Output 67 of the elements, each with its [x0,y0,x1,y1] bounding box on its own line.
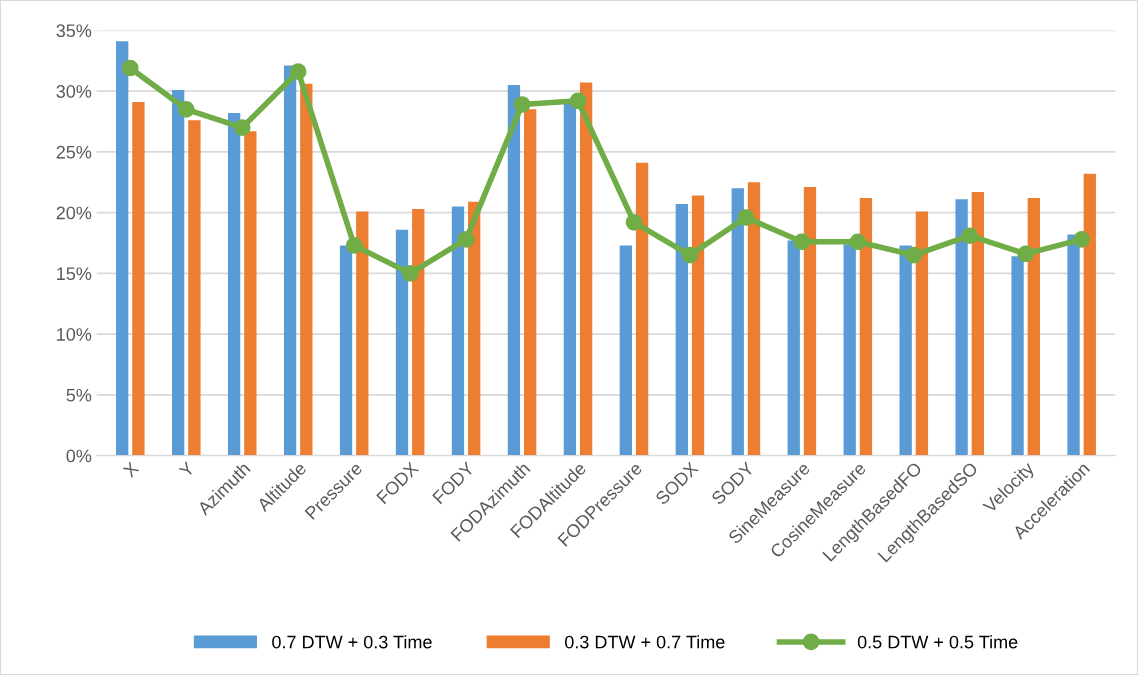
point [289,63,307,81]
bar [971,191,985,456]
bar [1011,256,1024,456]
point [961,227,979,245]
point [1073,231,1090,248]
point [569,92,587,110]
bar [1083,173,1096,456]
bar [283,65,297,456]
bar [524,109,537,456]
x-tick-label: Y [178,461,196,478]
bar [803,187,817,456]
point [905,246,923,264]
y-tick-label: 15% [57,267,92,281]
bar [691,195,705,456]
y-tick-label: 25% [56,145,92,159]
bar [619,245,633,456]
bar [300,83,313,456]
y-tick-label: 20% [56,206,92,220]
bar [132,102,145,456]
bar [244,131,257,456]
point [793,233,811,251]
bar [356,211,369,456]
bar [116,41,129,456]
point [457,231,475,248]
bar [188,120,201,456]
legend-label: 0.3 DTW + 0.7 Time [564,635,725,649]
point [849,233,867,251]
point [681,246,699,264]
bar [635,162,649,456]
bar [563,103,577,456]
bar [675,204,688,456]
legend-label: 0.5 DTW + 0.5 Time [857,635,1018,649]
bar [579,82,593,456]
bar [731,188,744,456]
point [345,237,363,254]
bar [1067,234,1080,456]
bar [843,244,856,456]
x-tick-label: X [122,461,140,478]
bar [468,201,481,456]
bar [339,245,353,456]
y-tick-label: 35% [56,24,92,38]
bar [451,206,465,456]
point [1017,245,1035,263]
bar [1027,198,1040,456]
bar [787,240,800,456]
legend-label: 0.7 DTW + 0.3 Time [272,635,432,649]
bar [172,89,185,456]
bar [859,198,873,456]
y-tick-label: 5% [66,388,92,402]
bar [412,208,425,456]
y-tick-label: 0% [66,449,92,463]
point [513,96,531,113]
point [177,101,195,118]
y-tick-label: 10% [57,328,92,341]
y-tick-label: 30% [56,85,92,98]
bar [899,245,912,456]
bar [227,112,241,456]
point [401,265,419,282]
bar [747,182,761,456]
point [233,119,251,136]
bar [955,199,968,456]
point [737,209,755,226]
point [121,59,139,77]
bar [395,229,409,456]
bar [915,211,929,456]
point [625,214,643,231]
bar [507,85,521,456]
